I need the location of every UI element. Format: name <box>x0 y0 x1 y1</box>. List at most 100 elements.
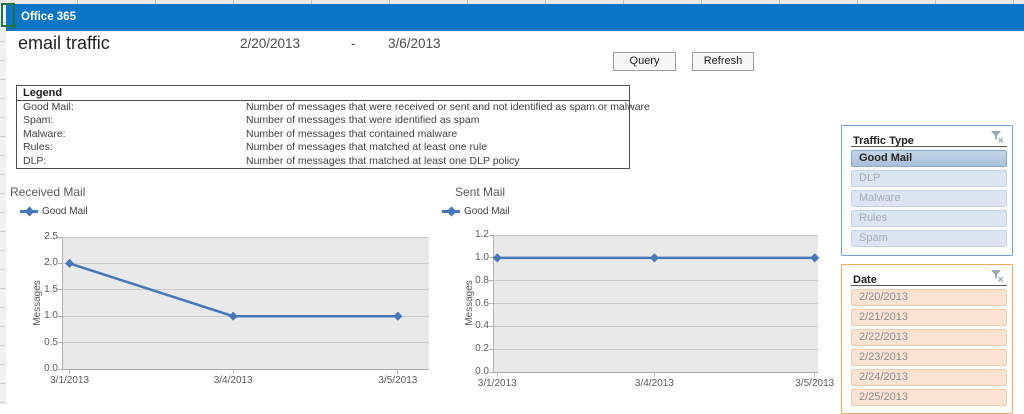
slicer-item-spam[interactable]: Spam <box>851 230 1007 247</box>
legend-term: Spam: <box>23 114 54 127</box>
slicer-title: Date <box>853 274 877 286</box>
plot-area: 0.0 0.2 0.4 0.6 0.8 1.0 1.2 3/1/2013 3/4/2013 3/5… <box>475 229 834 389</box>
gridline <box>494 280 818 282</box>
y-tick-label: 0.8 <box>475 274 489 286</box>
legend-definition: Number of messages that contained malwar… <box>246 127 458 140</box>
app-header-bar: Office 365 <box>6 4 1024 31</box>
x-axis-tick <box>814 373 816 377</box>
legend-term: Malware: <box>23 127 66 140</box>
date-to-cell[interactable]: 3/6/2013 <box>388 36 441 51</box>
line-marker-icon <box>20 206 38 217</box>
y-tick-label: 1.5 <box>44 283 58 295</box>
query-button[interactable]: Query <box>613 52 676 71</box>
legend-box: Legend Good Mail: Number of messages tha… <box>16 85 650 169</box>
app-title: Office 365 <box>21 11 76 23</box>
y-axis-tick <box>489 257 493 259</box>
slicer-item-rules[interactable]: Rules <box>851 210 1007 227</box>
x-axis-tick <box>653 373 655 377</box>
y-tick-label: 1.0 <box>475 251 489 263</box>
y-axis-tick <box>58 315 62 317</box>
date-slicer: Date 2/20/2013 2/21/2013 2/22/2013 2/23/… <box>841 264 1013 414</box>
x-tick-label: 3/5/2013 <box>378 375 418 386</box>
y-tick-label: 2.5 <box>44 231 58 242</box>
slicer-header: Date <box>842 265 1012 286</box>
filter-clear-icon[interactable] <box>989 268 1005 284</box>
legend-row: Good Mail: Number of messages that were … <box>17 101 650 114</box>
y-axis-tick <box>489 280 493 282</box>
x-axis-tick <box>496 373 498 377</box>
refresh-button[interactable]: Refresh <box>692 52 754 71</box>
slicer-item-date[interactable]: 2/25/2013 <box>851 389 1007 406</box>
x-axis-tick <box>69 370 71 374</box>
y-axis-tick <box>489 325 493 327</box>
y-tick-label: 0.2 <box>475 343 489 355</box>
plot-area: 0.0 0.5 1.0 1.5 2.0 2.5 3/1/2013 3/4/2013 3/5/20… <box>44 231 429 386</box>
legend-term: DLP: <box>23 154 47 167</box>
gridline <box>63 342 429 344</box>
y-axis-tick <box>58 236 62 238</box>
active-cell-indicator <box>1 3 16 28</box>
legend-definition: Number of messages that were identified … <box>246 114 480 127</box>
date-range-separator: - <box>351 36 356 51</box>
gridline <box>494 348 818 350</box>
y-axis-tick <box>489 348 493 350</box>
slicer-item-date[interactable]: 2/24/2013 <box>851 369 1007 386</box>
y-tick-label: 0.0 <box>44 363 58 374</box>
date-from-cell[interactable]: 2/20/2013 <box>240 36 301 51</box>
x-tick-label: 3/4/2013 <box>213 375 253 386</box>
sent-mail-chart: Sent Mail Good Mail Messages 0.0 0.2 0.4 0.… <box>440 180 840 405</box>
legend-term: Good Mail: <box>23 101 74 113</box>
line-marker-icon <box>442 206 460 217</box>
chart-series-legend: Good Mail <box>20 203 88 221</box>
chart-series-legend: Good Mail <box>442 203 510 221</box>
y-axis-title: Messages <box>32 280 43 326</box>
slicer-item-date[interactable]: 2/23/2013 <box>851 349 1007 366</box>
spreadsheet-column-strip <box>0 0 1024 4</box>
legend-definition: Number of messages that were received or… <box>246 101 650 113</box>
slicer-item-good-mail[interactable]: Good Mail <box>851 150 1007 167</box>
y-tick-label: 0.5 <box>44 336 58 348</box>
spreadsheet-row-strip <box>0 4 6 405</box>
y-tick-label: 1.0 <box>44 310 58 322</box>
traffic-type-slicer: Traffic Type Good Mail DLP Malware Rules… <box>841 125 1013 256</box>
slicer-header-divider <box>851 285 1007 286</box>
slicer-item-date[interactable]: 2/20/2013 <box>851 289 1007 306</box>
received-mail-chart: Received Mail Good Mail Messages 0.0 0.5 1… <box>0 180 440 405</box>
y-tick-label: 1.2 <box>475 229 489 240</box>
x-tick-label: 3/5/2013 <box>795 378 835 389</box>
y-tick-label: 0.4 <box>475 320 489 332</box>
filter-clear-icon[interactable] <box>989 129 1005 145</box>
legend-box-title: Legend <box>17 86 629 101</box>
y-axis-tick <box>58 342 62 344</box>
slicer-item-dlp[interactable]: DLP <box>851 170 1007 187</box>
y-axis-tick <box>58 289 62 291</box>
x-axis-tick <box>397 370 399 374</box>
gridline <box>494 234 818 236</box>
legend-definition: Number of messages that matched at least… <box>246 154 520 167</box>
series-line <box>65 258 403 321</box>
legend-row: Rules: Number of messages that matched a… <box>17 141 629 154</box>
slicer-title: Traffic Type <box>853 135 914 147</box>
gridline <box>63 236 429 238</box>
y-axis-tick <box>489 303 493 304</box>
series-line <box>492 253 820 263</box>
slicer-item-date[interactable]: 2/22/2013 <box>851 329 1007 346</box>
legend-row: Malware: Number of messages that contain… <box>17 128 629 141</box>
legend-row: Spam: Number of messages that were ident… <box>17 114 629 127</box>
slicer-header: Traffic Type <box>842 126 1012 147</box>
page-title: email traffic <box>18 33 110 53</box>
y-tick-label: 2.0 <box>44 257 58 269</box>
gridline <box>494 325 818 327</box>
series-name: Good Mail <box>42 206 88 218</box>
legend-definition: Number of messages that matched at least… <box>246 141 488 154</box>
y-axis-tick <box>58 262 62 264</box>
x-tick-label: 3/4/2013 <box>634 378 674 389</box>
x-axis-tick <box>232 370 234 374</box>
slicer-item-malware[interactable]: Malware <box>851 190 1007 207</box>
gridline <box>63 289 429 291</box>
x-tick-label: 3/1/2013 <box>50 375 90 386</box>
slicer-header-divider <box>851 146 1007 147</box>
gridline <box>494 303 818 304</box>
slicer-item-date[interactable]: 2/21/2013 <box>851 309 1007 326</box>
legend-row: DLP: Number of messages that matched at … <box>17 155 629 168</box>
